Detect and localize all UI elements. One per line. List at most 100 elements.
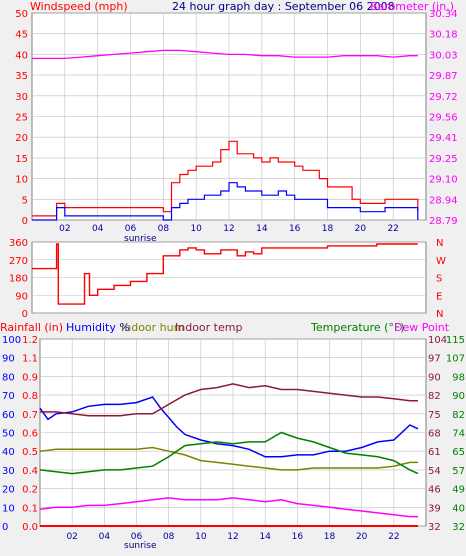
temp-tick-label-b: 74 [452, 429, 465, 440]
barometer-tick-label: 29.10 [429, 175, 458, 186]
barometer-tick-label: 30.34 [429, 9, 458, 20]
direction-degree-label: 90 [15, 291, 28, 302]
humidity-tick-label: 90 [2, 354, 15, 365]
rainfall-tick-label: 0.5 [22, 447, 38, 458]
humidity-tick-label: 100 [2, 335, 21, 346]
temp-tick-label-b: 107 [446, 354, 465, 365]
barometer-tick-label: 30.18 [429, 30, 458, 41]
hour-tick-label: 06 [131, 532, 143, 542]
wind-hour-tick-labels: 02 04 06 08 10 12 14 16 18 20 22 [59, 224, 399, 234]
barometer-tick-label: 29.41 [429, 133, 458, 144]
temp-tick-label-b: 90 [452, 391, 465, 402]
rainfall-tick-label: 0.9 [22, 372, 38, 383]
gust-line [32, 140, 419, 217]
humidity-tick-label: 10 [2, 503, 15, 514]
rainfall-tick-label: 1.1 [22, 354, 38, 365]
compass-point-label: E [436, 291, 442, 302]
hour-tick-label: 18 [322, 224, 334, 234]
temp-tick-label-b: 32 [452, 522, 465, 533]
indoor_temp-line [40, 383, 418, 417]
barometer-tick-label: 29.25 [429, 154, 458, 165]
rainfall-tick-label: 1.2 [22, 335, 38, 346]
windspeed-tick-label: 5 [22, 195, 28, 206]
hour-tick-label: 10 [190, 224, 202, 234]
rainfall-tick-label: 0.8 [22, 391, 38, 402]
windspeed-tick-label: 45 [15, 30, 28, 41]
windspeed-axis-label: Windspeed (mph) [30, 0, 128, 13]
barometer-tick-label: 28.94 [429, 195, 458, 206]
temp-tick-label-b: 82 [452, 410, 465, 421]
temp-tick-label-a: 97 [428, 354, 441, 365]
temperature-tick-labels-a: 104 97 90 82 75 68 61 54 46 39 32 [428, 335, 447, 533]
barometer-tick-label: 28.79 [429, 216, 458, 227]
hour-tick-label: 12 [223, 224, 234, 234]
rainfall-tick-label: 0.1 [22, 503, 38, 514]
humidity-tick-label: 80 [2, 372, 15, 383]
humidity-tick-label: 40 [2, 447, 15, 458]
rainfall-tick-label: 0.2 [22, 485, 38, 496]
humidity-line [39, 396, 419, 458]
hour-tick-label: 16 [292, 532, 304, 542]
humidity-tick-label: 60 [2, 410, 15, 421]
hour-tick-label: 02 [66, 532, 77, 542]
hour-tick-label: 12 [227, 532, 238, 542]
temperature-tick-labels-b: 115 107 98 90 82 74 65 57 49 40 32 [446, 335, 465, 533]
rainfall-label: Rainfall (in) [0, 321, 63, 334]
hour-tick-label: 14 [256, 224, 268, 234]
temp-tick-label-a: 54 [428, 466, 441, 477]
wind-grid [32, 12, 426, 221]
rainfall-tick-labels: 1.2 1.1 0.9 0.8 0.7 0.6 0.5 0.4 0.2 0.1 0.0 [22, 335, 38, 533]
hour-tick-label: 18 [324, 532, 336, 542]
temp-tick-label-b: 115 [446, 335, 465, 346]
indoor_hum-line [39, 446, 418, 471]
sunrise-label: sunrise [124, 234, 157, 244]
rainfall-tick-label: 0.0 [22, 522, 38, 533]
temp-tick-label-a: 32 [428, 522, 441, 533]
temp-tick-label-b: 57 [452, 466, 465, 477]
wind-series [32, 49, 419, 221]
windspeed-tick-label: 25 [15, 113, 28, 124]
temp-series [39, 383, 419, 527]
direction-degree-label: 180 [9, 274, 28, 285]
windspeed-tick-label: 10 [15, 175, 28, 186]
barometer-tick-label: 30.03 [429, 50, 458, 61]
temp-hour-tick-labels: 02 04 06 08 10 12 14 16 18 20 22 [66, 532, 399, 542]
temp-tick-label-a: 39 [428, 503, 441, 514]
temp-tick-label-a: 46 [428, 485, 441, 496]
compass-point-label: S [436, 274, 442, 285]
temp-tick-label-a: 104 [428, 335, 447, 346]
direction-degree-label: 0 [22, 309, 28, 320]
temp-tick-label-b: 65 [452, 447, 465, 458]
dew-point-label: Dew Point [394, 321, 450, 334]
temp-tick-label-a: 82 [428, 391, 441, 402]
barometer-axis-label: Barometer (in.) [370, 0, 454, 13]
temperature-label: Temperature (°F) [310, 321, 405, 334]
temp-tick-label-a: 61 [428, 447, 441, 458]
indoor-hum-label: Indoor hum [121, 321, 184, 334]
compass-point-label: W [436, 256, 446, 267]
hour-tick-label: 08 [163, 532, 175, 542]
windspeed-tick-label: 40 [15, 50, 28, 61]
direction-degree-label: 270 [9, 256, 28, 267]
temp-tick-label-b: 40 [452, 503, 465, 514]
windspeed-tick-label: 35 [15, 71, 28, 82]
humidity-tick-label: 50 [2, 429, 15, 440]
sunrise-label-2: sunrise [124, 541, 157, 551]
barometer-line [32, 49, 418, 60]
barometer-tick-labels: 30.34 30.18 30.03 29.87 29.72 29.56 29.41 29.25… [429, 9, 458, 227]
windspeed-tick-label: 15 [15, 154, 28, 165]
barometer-tick-label: 29.72 [429, 92, 458, 103]
humidity-tick-label: 30 [2, 466, 15, 477]
compass-point-label: N [436, 238, 443, 249]
hour-tick-label: 14 [259, 532, 271, 542]
hour-tick-label: 16 [289, 224, 301, 234]
temp-tick-label-a: 75 [428, 410, 441, 421]
direction-degree-label: 360 [9, 238, 28, 249]
windspeed-tick-label: 50 [15, 9, 28, 20]
dew_point-line [39, 497, 418, 518]
